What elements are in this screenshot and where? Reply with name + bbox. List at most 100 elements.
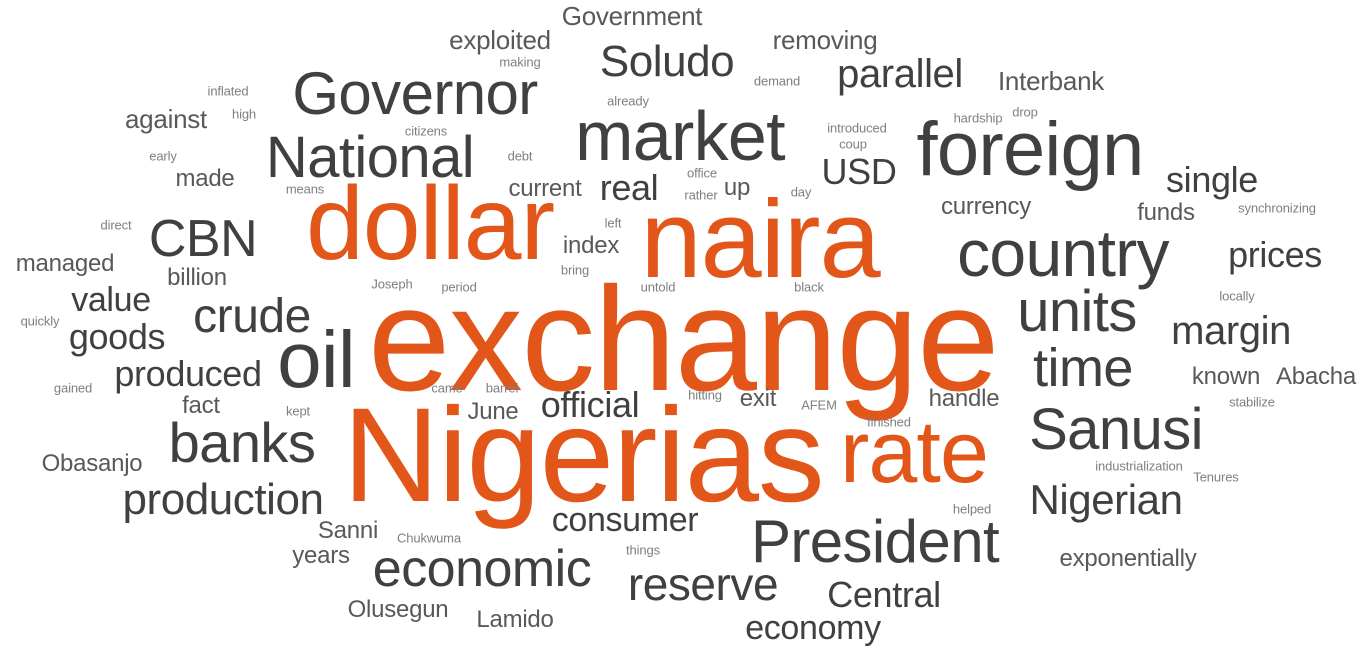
word: stabilize bbox=[1229, 394, 1275, 410]
word: time bbox=[1033, 338, 1133, 398]
word: billion bbox=[167, 264, 227, 291]
word: economy bbox=[745, 609, 881, 647]
word: Chukwuma bbox=[397, 530, 461, 546]
word: Tenures bbox=[1193, 469, 1239, 485]
word: exploited bbox=[449, 25, 551, 55]
word: Olusegun bbox=[347, 596, 449, 623]
word: production bbox=[122, 475, 324, 524]
word: Lamido bbox=[476, 606, 554, 633]
word: banks bbox=[168, 411, 316, 474]
word: period bbox=[441, 279, 477, 295]
word: coup bbox=[839, 136, 867, 152]
word: value bbox=[71, 281, 151, 319]
word: debt bbox=[507, 148, 533, 164]
word: day bbox=[790, 184, 812, 200]
word: helped bbox=[952, 501, 992, 517]
word: citizens bbox=[404, 123, 448, 139]
word: Nigerian bbox=[1029, 476, 1183, 523]
word: consumer bbox=[551, 501, 699, 539]
word: making bbox=[499, 54, 541, 70]
word: managed bbox=[15, 250, 115, 277]
word: crude bbox=[193, 290, 311, 343]
word: Obasanjo bbox=[41, 450, 143, 477]
word: President bbox=[750, 508, 1000, 575]
word: June bbox=[467, 398, 519, 425]
word: rather bbox=[684, 187, 718, 203]
word: USD bbox=[821, 151, 897, 192]
word: oil bbox=[277, 315, 355, 404]
word: Soludo bbox=[599, 37, 735, 86]
word: economic bbox=[372, 540, 592, 598]
word: gained bbox=[53, 380, 93, 396]
word: goods bbox=[68, 316, 166, 357]
word: synchronizing bbox=[1238, 200, 1316, 216]
word: hitting bbox=[688, 387, 722, 403]
word: funds bbox=[1137, 199, 1195, 226]
word: locally bbox=[1219, 288, 1255, 304]
word: CBN bbox=[148, 210, 258, 268]
word: already bbox=[607, 93, 649, 109]
word: current bbox=[508, 175, 582, 202]
word: units bbox=[1017, 279, 1137, 344]
word: direct bbox=[100, 217, 132, 233]
word: untold bbox=[640, 279, 676, 295]
word: exit bbox=[739, 385, 777, 412]
word: Government bbox=[561, 1, 703, 31]
word: years bbox=[292, 542, 350, 569]
word: Central bbox=[827, 574, 941, 615]
word: against bbox=[124, 104, 208, 134]
word: known bbox=[1191, 363, 1261, 390]
word: industrialization bbox=[1095, 458, 1183, 474]
word: introduced bbox=[827, 120, 887, 136]
word: Governor bbox=[292, 60, 538, 127]
word: dollar bbox=[305, 166, 555, 282]
word: Interbank bbox=[997, 66, 1105, 96]
word: country bbox=[957, 216, 1169, 290]
word: Joseph bbox=[371, 276, 413, 292]
word: National bbox=[265, 125, 475, 190]
word: Abacha bbox=[1276, 363, 1356, 390]
word: currency bbox=[940, 193, 1032, 220]
word: things bbox=[626, 542, 660, 558]
word: black bbox=[794, 279, 824, 295]
word: bring bbox=[560, 262, 590, 278]
word: demand bbox=[753, 73, 801, 89]
word: Sanusi bbox=[1029, 397, 1203, 462]
word: real bbox=[599, 167, 659, 208]
word: means bbox=[285, 181, 325, 197]
word: left bbox=[604, 215, 622, 231]
word: Sanni bbox=[317, 517, 379, 544]
word: quickly bbox=[20, 313, 60, 329]
word: rate bbox=[839, 402, 989, 501]
word: inflated bbox=[207, 83, 249, 99]
word: high bbox=[231, 106, 257, 122]
word: removing bbox=[772, 25, 878, 55]
word: official bbox=[540, 384, 640, 425]
word: drop bbox=[1012, 104, 1038, 120]
word: early bbox=[149, 148, 177, 164]
word: made bbox=[175, 165, 235, 192]
word: up bbox=[723, 174, 751, 201]
word: market bbox=[575, 97, 785, 175]
word: parallel bbox=[837, 52, 963, 96]
word: foreign bbox=[916, 107, 1144, 192]
word: single bbox=[1166, 159, 1258, 200]
word: fact bbox=[182, 392, 220, 419]
word: index bbox=[562, 232, 620, 259]
word: Nigerias bbox=[342, 381, 825, 530]
word: hardship bbox=[953, 110, 1003, 126]
word: handle bbox=[928, 385, 1000, 412]
word: office bbox=[686, 165, 718, 181]
word: barrel bbox=[485, 380, 519, 396]
word: margin bbox=[1171, 309, 1291, 353]
word: exponentially bbox=[1059, 545, 1197, 572]
word: AFEM bbox=[801, 397, 837, 413]
word: prices bbox=[1228, 234, 1322, 275]
word: finished bbox=[867, 414, 911, 430]
word: naira bbox=[640, 178, 880, 301]
word: exchange bbox=[367, 257, 1000, 422]
word: came bbox=[431, 380, 463, 396]
word: kept bbox=[285, 403, 311, 419]
word: produced bbox=[114, 353, 262, 394]
